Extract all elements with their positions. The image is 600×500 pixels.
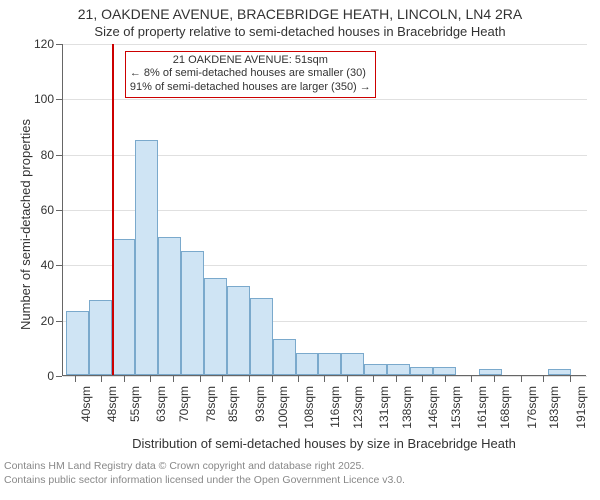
- x-tick: [75, 376, 76, 382]
- x-tick-label: 168sqm: [498, 386, 512, 438]
- annotation-line: 91% of semi-detached houses are larger (…: [130, 81, 371, 95]
- x-tick-label: 146sqm: [426, 386, 440, 438]
- histogram-bar: [135, 140, 158, 375]
- x-tick: [396, 376, 397, 382]
- footer-line-1: Contains HM Land Registry data © Crown c…: [4, 460, 405, 474]
- x-axis-label: Distribution of semi-detached houses by …: [62, 436, 586, 451]
- histogram-bar: [341, 353, 364, 375]
- x-tick-label: 55sqm: [128, 386, 142, 438]
- histogram-bar: [112, 239, 135, 375]
- x-tick: [200, 376, 201, 382]
- y-tick-label: 80: [22, 148, 54, 162]
- y-tick: [56, 210, 62, 211]
- histogram-bar: [204, 278, 227, 375]
- gridline: [63, 376, 587, 377]
- histogram-bar: [318, 353, 341, 375]
- x-tick: [521, 376, 522, 382]
- x-tick: [471, 376, 472, 382]
- x-tick: [272, 376, 273, 382]
- annotation-line: 21 OAKDENE AVENUE: 51sqm: [130, 54, 371, 68]
- histogram-bar: [548, 369, 571, 375]
- attribution-footer: Contains HM Land Registry data © Crown c…: [4, 460, 405, 487]
- y-tick: [56, 321, 62, 322]
- x-tick: [173, 376, 174, 382]
- y-tick-label: 120: [22, 37, 54, 51]
- x-tick: [150, 376, 151, 382]
- x-tick-label: 108sqm: [302, 386, 316, 438]
- x-tick: [101, 376, 102, 382]
- x-tick: [124, 376, 125, 382]
- x-tick: [570, 376, 571, 382]
- x-tick: [298, 376, 299, 382]
- footer-line-2: Contains public sector information licen…: [4, 474, 405, 488]
- x-tick-label: 63sqm: [154, 386, 168, 438]
- x-tick-label: 100sqm: [276, 386, 290, 438]
- x-tick-label: 70sqm: [177, 386, 191, 438]
- x-tick-label: 123sqm: [351, 386, 365, 438]
- x-tick: [422, 376, 423, 382]
- x-tick-label: 40sqm: [79, 386, 93, 438]
- y-tick: [56, 99, 62, 100]
- x-tick-label: 161sqm: [475, 386, 489, 438]
- y-tick: [56, 44, 62, 45]
- x-tick-label: 93sqm: [253, 386, 267, 438]
- chart-title-line1: 21, OAKDENE AVENUE, BRACEBRIDGE HEATH, L…: [0, 6, 600, 22]
- y-tick-label: 40: [22, 258, 54, 272]
- x-tick: [347, 376, 348, 382]
- y-tick-label: 60: [22, 203, 54, 217]
- histogram-bar: [410, 367, 433, 375]
- x-tick-label: 48sqm: [105, 386, 119, 438]
- gridline: [63, 44, 587, 45]
- histogram-bar: [479, 369, 502, 375]
- y-tick: [56, 155, 62, 156]
- x-tick-label: 78sqm: [204, 386, 218, 438]
- histogram-bar: [66, 311, 89, 375]
- annotation-box: 21 OAKDENE AVENUE: 51sqm← 8% of semi-det…: [125, 51, 376, 98]
- histogram-bar: [158, 237, 181, 375]
- x-tick-label: 153sqm: [449, 386, 463, 438]
- chart-title-line2: Size of property relative to semi-detach…: [0, 24, 600, 39]
- y-tick: [56, 265, 62, 266]
- reference-line: [112, 44, 114, 375]
- y-tick-label: 100: [22, 92, 54, 106]
- x-tick-label: 116sqm: [328, 386, 342, 438]
- histogram-bar: [227, 286, 250, 375]
- histogram-bar: [89, 300, 112, 375]
- y-tick-label: 0: [22, 369, 54, 383]
- gridline: [63, 99, 587, 100]
- annotation-line: ← 8% of semi-detached houses are smaller…: [130, 67, 371, 81]
- histogram-bar: [387, 364, 410, 375]
- x-tick-label: 138sqm: [400, 386, 414, 438]
- y-tick: [56, 376, 62, 377]
- x-tick: [222, 376, 223, 382]
- histogram-bar: [364, 364, 387, 375]
- histogram-bar: [250, 298, 273, 375]
- x-tick-label: 191sqm: [574, 386, 588, 438]
- histogram-bar: [433, 367, 456, 375]
- histogram-bar: [181, 251, 204, 376]
- x-tick: [249, 376, 250, 382]
- x-tick: [373, 376, 374, 382]
- x-tick: [445, 376, 446, 382]
- x-tick-label: 176sqm: [525, 386, 539, 438]
- x-tick: [324, 376, 325, 382]
- histogram-bar: [296, 353, 319, 375]
- histogram-bar: [273, 339, 296, 375]
- x-tick-label: 183sqm: [547, 386, 561, 438]
- x-tick-label: 85sqm: [226, 386, 240, 438]
- x-tick-label: 131sqm: [377, 386, 391, 438]
- x-tick: [494, 376, 495, 382]
- y-tick-label: 20: [22, 314, 54, 328]
- x-tick: [543, 376, 544, 382]
